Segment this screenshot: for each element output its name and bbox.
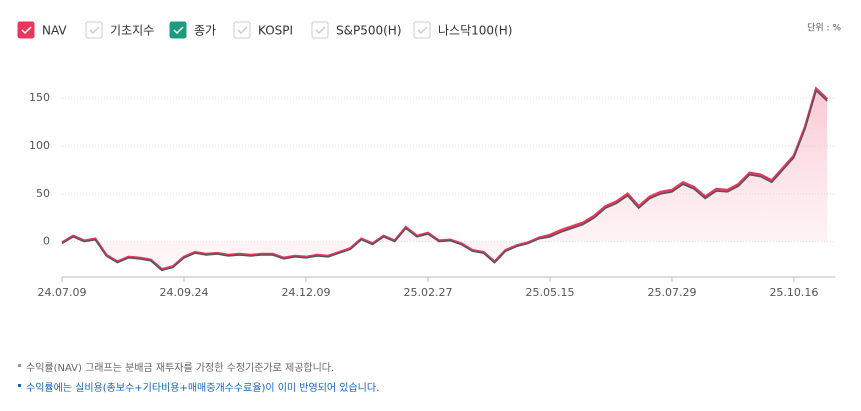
line <box>61 86 829 271</box>
y-tick-label: 50 <box>36 187 50 200</box>
checkbox[interactable] <box>413 21 431 39</box>
checkbox[interactable] <box>169 21 187 39</box>
x-tick-label: 25.07.29 <box>647 286 696 299</box>
area <box>62 88 828 270</box>
bullet <box>18 364 21 367</box>
checkmark <box>21 26 32 35</box>
checkmark <box>89 26 100 35</box>
legend-label[interactable]: S&P500(H) <box>336 24 402 38</box>
legend-label[interactable]: 종가 <box>194 24 216 38</box>
y-tick-label: 0 <box>43 235 50 248</box>
x-tick-label: 24.12.09 <box>281 286 330 299</box>
x-tick-label: 24.09.24 <box>159 286 208 299</box>
checkmark <box>417 26 428 35</box>
unit-label: 단위 : % <box>807 23 841 34</box>
y-tick-label: 150 <box>29 91 50 104</box>
checkbox[interactable] <box>17 21 35 39</box>
legend-label[interactable]: KOSPI <box>258 24 293 38</box>
legend-label[interactable]: 기초지수 <box>110 24 154 38</box>
checkmark <box>173 26 184 35</box>
legend-label[interactable]: 나스닥100(H) <box>438 24 512 38</box>
x-tick-label: 25.02.27 <box>403 286 452 299</box>
checkbox[interactable] <box>233 21 251 39</box>
note: 수익률에는 실비용(총보수+기타비용+매매중개수수료율)이 이미 반영되어 있습… <box>26 382 379 394</box>
x-tick-label: 24.07.09 <box>38 286 87 299</box>
checkmark <box>315 26 326 35</box>
bullet <box>18 384 21 387</box>
x-tick-label: 25.05.15 <box>525 286 574 299</box>
checkbox[interactable] <box>85 21 103 39</box>
note: 수익률(NAV) 그래프는 분배금 재투자를 가정한 수정기준가로 제공합니다. <box>26 362 334 374</box>
checkbox[interactable] <box>311 21 329 39</box>
line <box>61 89 828 272</box>
checkmark <box>237 26 248 35</box>
x-tick-label: 25.10.16 <box>769 286 818 299</box>
legend-label[interactable]: NAV <box>42 24 67 38</box>
y-tick-label: 100 <box>29 139 50 152</box>
